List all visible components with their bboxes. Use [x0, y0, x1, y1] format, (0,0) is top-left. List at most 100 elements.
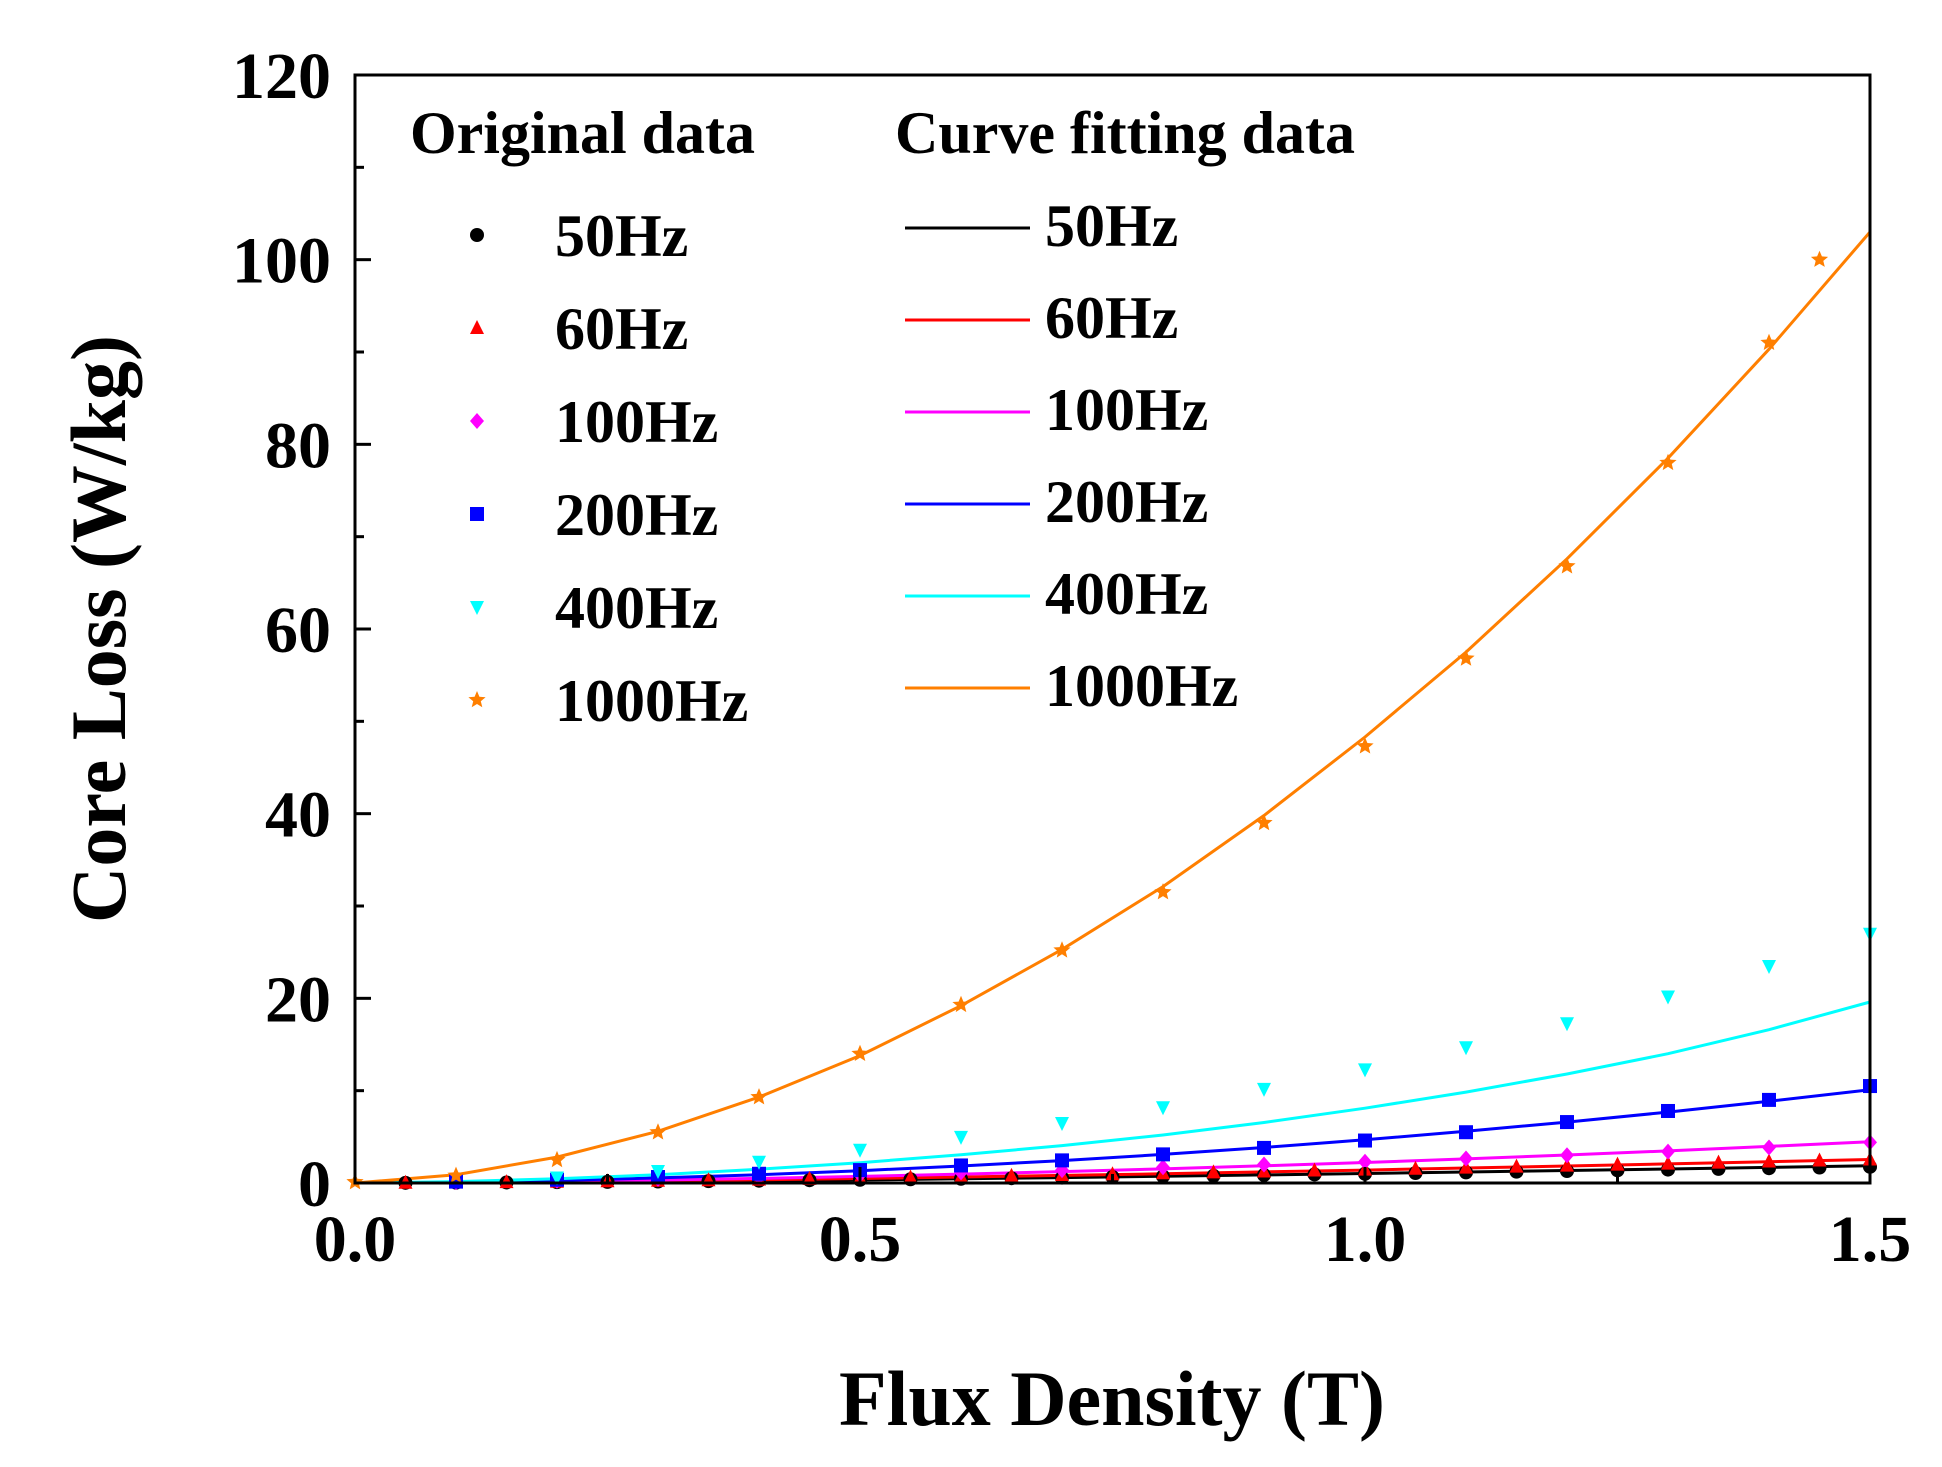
data-point-100hz: [1661, 1143, 1675, 1160]
data-point-400hz: [1459, 1041, 1473, 1056]
data-point-100hz: [1459, 1150, 1473, 1167]
legend-marker-60hz: [470, 320, 484, 334]
data-point-200hz: [1661, 1103, 1675, 1118]
data-point-200hz: [1459, 1125, 1473, 1140]
legend-original-label-60hz: 60Hz: [555, 296, 688, 362]
data-point-400hz: [954, 1130, 968, 1145]
y-tick-label: 80: [265, 409, 331, 482]
legend-original-entries: 50Hz 60Hz 100Hz 200Hz 400Hz 1000Hz: [468, 203, 748, 734]
data-point-60hz: [1711, 1154, 1726, 1169]
data-point-200hz: [752, 1166, 766, 1181]
y-tick-label: 20: [265, 963, 331, 1036]
legend-original-header: Original data: [410, 100, 755, 166]
data-point-100hz: [1560, 1147, 1574, 1164]
data-point-60hz: [1307, 1162, 1322, 1177]
x-tick-label: 1.0: [1324, 1203, 1407, 1276]
tick-labels: 0.0 0.5 1.0 1.5 0 20 40 60 80 100 120: [232, 40, 1911, 1276]
data-point-60hz: [1206, 1164, 1221, 1179]
data-point-200hz: [1560, 1115, 1574, 1130]
data-point-60hz: [1459, 1159, 1473, 1174]
legend-fit-label-200hz: 200Hz: [1045, 469, 1208, 535]
data-point-1000hz: [1659, 453, 1677, 471]
data-point-200hz: [1358, 1133, 1372, 1148]
data-point-60hz: [499, 1174, 514, 1189]
data-point-200hz: [1762, 1092, 1776, 1107]
legend-fit-label-60hz: 60Hz: [1045, 285, 1178, 351]
data-point-200hz: [1055, 1153, 1069, 1168]
legend-marker-200hz: [470, 507, 484, 521]
y-tick-label: 60: [265, 594, 331, 667]
x-tick-label: 0.0: [314, 1203, 397, 1276]
data-point-400hz: [651, 1164, 665, 1179]
data-point-60hz: [903, 1169, 918, 1184]
y-tick-label: 40: [265, 779, 331, 852]
data-point-1000hz: [952, 995, 970, 1013]
data-point-400hz: [1560, 1017, 1574, 1032]
data-point-100hz: [1762, 1139, 1776, 1156]
data-point-100hz: [1156, 1159, 1170, 1176]
y-tick-label: 120: [232, 40, 331, 113]
data-point-200hz: [1257, 1140, 1271, 1155]
legend-original-label-100hz: 100Hz: [555, 389, 718, 455]
data-point-100hz: [1358, 1153, 1372, 1170]
data-point-400hz: [1762, 960, 1776, 975]
data-point-100hz: [1257, 1156, 1271, 1173]
legend-original-label-400hz: 400Hz: [555, 575, 718, 641]
legend-original-label-200hz: 200Hz: [555, 482, 718, 548]
legend-fit-entries: 50Hz 60Hz 100Hz 200Hz 400Hz 1000Hz: [905, 193, 1238, 719]
data-point-1000hz: [548, 1150, 566, 1168]
data-point-60hz: [1408, 1160, 1423, 1175]
data-point-1000hz: [851, 1044, 869, 1061]
data-point-400hz: [752, 1155, 766, 1170]
data-point-1000hz: [750, 1088, 768, 1105]
legend: Original data Curve fitting data 50Hz 60H…: [410, 100, 1355, 734]
data-point-1000hz: [1760, 333, 1778, 350]
data-point-1000hz: [1810, 250, 1829, 267]
data-point-1000hz: [1356, 737, 1374, 754]
data-point-400hz: [1055, 1116, 1069, 1131]
data-point-200hz: [1156, 1147, 1170, 1162]
legend-original-label-50hz: 50Hz: [555, 203, 688, 269]
legend-fit-label-100hz: 100Hz: [1045, 377, 1208, 443]
legend-fit-label-50hz: 50Hz: [1045, 193, 1178, 259]
data-point-400hz: [1661, 990, 1675, 1005]
data-point-60hz: [1560, 1157, 1574, 1172]
data-point-1000hz: [1053, 941, 1071, 958]
x-axis-title: Flux Density (T): [839, 1355, 1385, 1442]
data-point-1000hz: [447, 1166, 465, 1183]
legend-fit-label-400hz: 400Hz: [1045, 561, 1208, 627]
data-point-60hz: [1661, 1155, 1675, 1170]
data-point-60hz: [1762, 1153, 1776, 1168]
legend-original-label-1000hz: 1000Hz: [555, 668, 748, 734]
data-point-1000hz: [1255, 813, 1273, 831]
legend-fit-header: Curve fitting data: [895, 100, 1355, 166]
data-markers: [346, 250, 1877, 1191]
data-point-400hz: [853, 1143, 867, 1158]
y-axis-title: Core Loss (W/kg): [55, 335, 142, 923]
legend-fit-label-1000hz: 1000Hz: [1045, 653, 1238, 719]
data-point-400hz: [550, 1171, 564, 1186]
y-tick-label: 0: [298, 1148, 331, 1221]
data-point-400hz: [1156, 1101, 1170, 1116]
fit-line-400hz: [354, 1000, 1871, 1185]
data-point-1000hz: [1457, 649, 1475, 666]
legend-marker-1000hz: [468, 691, 486, 708]
data-point-60hz: [1105, 1166, 1120, 1181]
x-tick-label: 0.5: [819, 1203, 902, 1276]
data-point-60hz: [802, 1170, 817, 1185]
data-point-1000hz: [1558, 557, 1576, 574]
data-point-60hz: [1610, 1156, 1625, 1171]
data-point-60hz: [1509, 1158, 1524, 1173]
legend-marker-100hz: [470, 413, 484, 429]
data-point-200hz: [954, 1158, 968, 1173]
legend-marker-400hz: [470, 601, 484, 615]
data-point-1000hz: [1154, 883, 1172, 900]
data-point-400hz: [1257, 1082, 1271, 1097]
data-point-60hz: [1812, 1152, 1827, 1167]
y-tick-label: 100: [232, 225, 331, 298]
data-point-60hz: [1004, 1167, 1019, 1182]
fit-line-1000hz: [354, 231, 1872, 1185]
data-point-400hz: [1358, 1063, 1372, 1078]
x-tick-label: 1.5: [1829, 1203, 1912, 1276]
